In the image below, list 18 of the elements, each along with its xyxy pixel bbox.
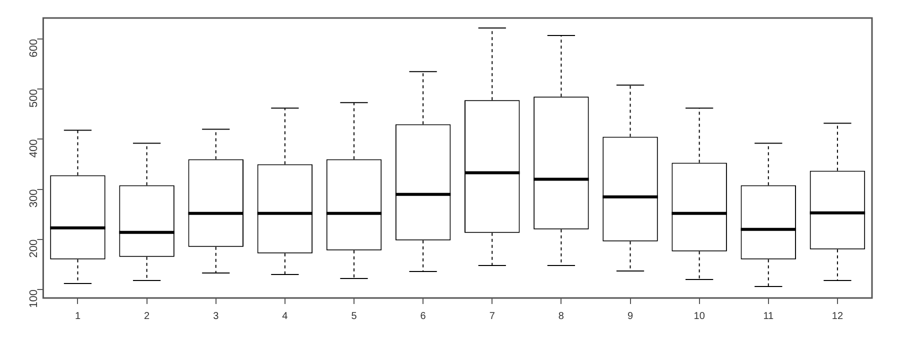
y-tick-label: 400	[28, 139, 40, 158]
x-tick-label: 10	[694, 310, 706, 322]
x-tick-label: 12	[832, 310, 844, 322]
x-tick-label: 9	[627, 310, 634, 322]
x-tick-label: 8	[558, 310, 564, 322]
x-tick-label: 1	[74, 310, 81, 322]
y-tick-label: 200	[28, 239, 40, 258]
y-tick-label: 300	[28, 189, 40, 208]
y-tick-label: 500	[28, 89, 40, 108]
x-tick-label: 7	[489, 310, 496, 322]
x-tick-label: 5	[351, 310, 358, 322]
x-tick-label: 6	[420, 310, 426, 322]
x-tick-label: 2	[144, 310, 150, 322]
x-tick-label: 3	[213, 310, 220, 322]
y-tick-label: 600	[28, 39, 40, 58]
x-tick-label: 11	[763, 310, 774, 322]
x-tick-label: 4	[282, 310, 288, 322]
y-tick-label: 100	[28, 289, 40, 308]
